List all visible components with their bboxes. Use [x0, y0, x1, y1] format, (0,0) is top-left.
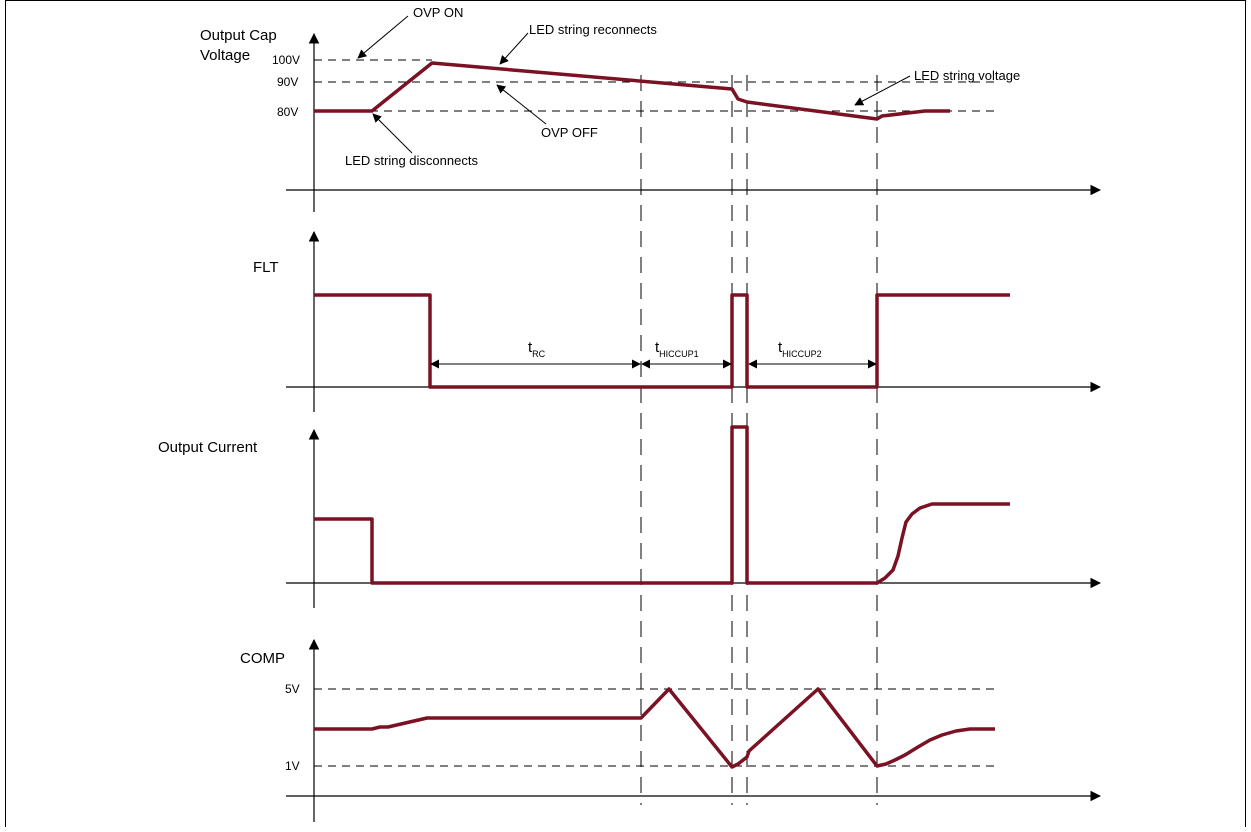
flt-waveform	[314, 293, 1010, 389]
interval-label-thiccup1: tHICCUP1	[655, 339, 699, 359]
waveforms	[314, 61, 1010, 769]
annotation-ovp-off: OVP OFF	[541, 125, 598, 140]
level-label-1v: 1V	[285, 759, 300, 773]
annotation-led-string-voltage: LED string voltage	[914, 68, 1020, 83]
voltage-title-line1: Output Cap	[200, 27, 277, 44]
panel-labels: Output Cap Voltage 100V 90V 80V FLT Outp…	[158, 27, 300, 773]
voltage-annotations: OVP ON LED string reconnects LED string …	[345, 5, 1020, 168]
interval-label-thiccup2: tHICCUP2	[778, 339, 822, 359]
diagram-border	[5, 0, 1246, 831]
comp-title: COMP	[240, 650, 285, 667]
interval-label-trc: tRC	[528, 339, 546, 359]
annotation-led-reconnects: LED string reconnects	[529, 22, 657, 37]
voltage-title-line2: Voltage	[200, 47, 250, 64]
led-reconnects-pointer-arrowhead-icon	[499, 32, 529, 65]
output-current-waveform	[314, 425, 1010, 585]
current-title: Output Current	[158, 439, 258, 456]
comp-waveform	[314, 687, 995, 769]
level-label-100v: 100V	[272, 53, 300, 67]
led-disconnects-pointer-arrowhead-icon	[372, 113, 413, 154]
annotation-ovp-on: OVP ON	[413, 5, 463, 20]
annotation-led-disconnects: LED string disconnects	[345, 153, 478, 168]
ovp-on-pointer-arrowhead-icon	[357, 15, 409, 59]
flt-title: FLT	[253, 259, 279, 276]
level-label-5v: 5V	[285, 682, 300, 696]
flt-intervals: tRC tHICCUP1 tHICCUP2	[430, 339, 877, 369]
ovp-off-pointer-arrowhead-icon	[496, 84, 547, 125]
output-cap-voltage-waveform	[314, 61, 950, 121]
level-label-90v: 90V	[277, 75, 298, 89]
level-label-80v: 80V	[277, 105, 298, 119]
led-voltage-pointer-arrowhead-icon	[854, 75, 911, 106]
